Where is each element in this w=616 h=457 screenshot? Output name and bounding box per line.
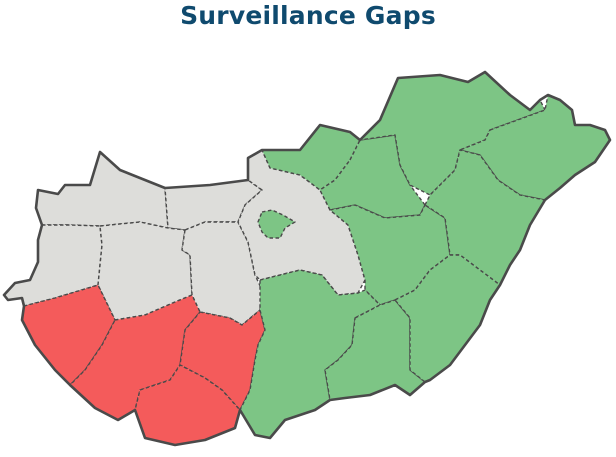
map-title: Surveillance Gaps [180,1,436,30]
region-vas[interactable] [3,224,103,307]
region-nograd[interactable] [261,124,361,191]
region-gyor-moson-sopron[interactable] [35,151,169,229]
region-jasz-nagykun-szolnok[interactable] [329,204,451,306]
country-outline [2,70,612,447]
region-tolna[interactable] [179,309,266,411]
region-budapest[interactable] [257,209,296,239]
